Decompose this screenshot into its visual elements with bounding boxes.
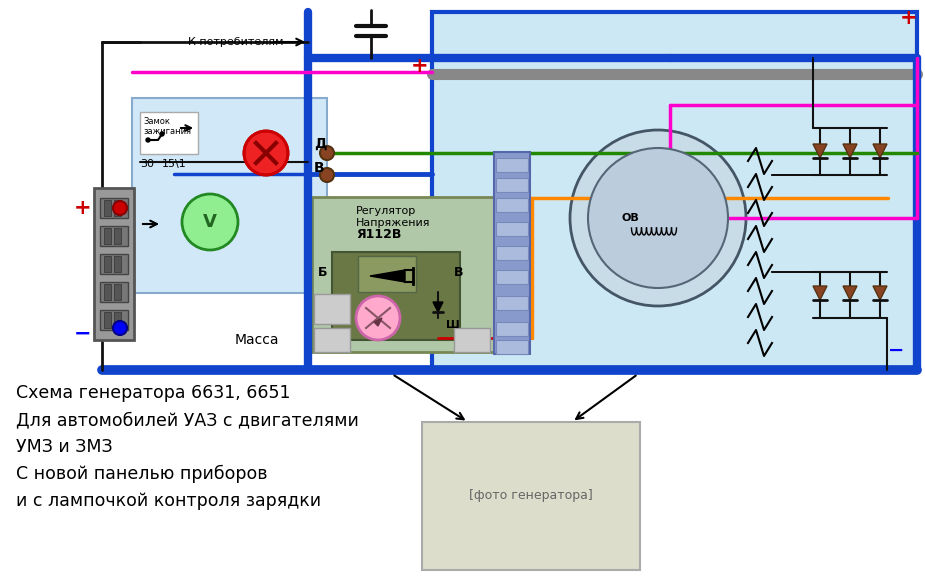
Circle shape [320, 168, 334, 182]
Text: Схема генератора 6631, 6651: Схема генератора 6631, 6651 [16, 384, 290, 402]
Circle shape [356, 296, 400, 340]
Bar [132, 98, 327, 293]
Text: С новой панелью приборов: С новой панелью приборов [16, 465, 267, 483]
Circle shape [588, 148, 728, 288]
Bar [104, 228, 111, 244]
Text: Б: Б [318, 266, 327, 279]
Bar [314, 294, 350, 324]
Bar [422, 422, 640, 570]
Circle shape [570, 130, 746, 306]
Bar [114, 256, 121, 272]
Bar [314, 328, 350, 352]
Bar [496, 340, 528, 354]
Text: +: + [412, 56, 429, 76]
Bar [496, 158, 528, 172]
Circle shape [244, 131, 288, 175]
Polygon shape [433, 302, 443, 312]
Bar [100, 310, 128, 330]
Bar [432, 12, 917, 370]
Text: +: + [900, 8, 918, 28]
Bar [140, 112, 198, 154]
Bar [114, 200, 121, 216]
Text: УМЗ и ЗМЗ: УМЗ и ЗМЗ [16, 438, 113, 456]
Text: Ш: Ш [446, 320, 460, 330]
Bar [496, 296, 528, 310]
Bar [100, 198, 128, 218]
Text: и с лампочкой контроля зарядки: и с лампочкой контроля зарядки [16, 492, 321, 510]
Text: [фото генератора]: [фото генератора] [469, 489, 593, 503]
Bar [114, 228, 121, 244]
Text: Я112В: Я112В [356, 228, 401, 241]
Text: К потребителям: К потребителям [188, 37, 283, 47]
Bar [104, 200, 111, 216]
Bar [332, 252, 460, 340]
Polygon shape [843, 144, 857, 158]
Polygon shape [370, 270, 405, 282]
Bar [496, 246, 528, 260]
Text: V: V [204, 213, 217, 231]
Text: +: + [74, 198, 92, 218]
Circle shape [320, 146, 334, 160]
Text: −: − [74, 324, 92, 344]
Text: Д: Д [314, 137, 327, 151]
Circle shape [113, 201, 127, 215]
Text: В: В [454, 266, 463, 279]
Polygon shape [813, 286, 827, 300]
Bar [454, 328, 490, 352]
Bar [104, 312, 111, 328]
Bar [496, 198, 528, 212]
Text: Для автомобилей УАЗ с двигателями: Для автомобилей УАЗ с двигателями [16, 411, 359, 429]
Bar [496, 178, 528, 192]
Bar [100, 282, 128, 302]
Text: −: − [888, 341, 905, 360]
Text: 30: 30 [140, 159, 154, 169]
Bar [496, 322, 528, 336]
Text: Регулятор: Регулятор [356, 206, 416, 216]
Bar [494, 152, 530, 354]
Bar [100, 254, 128, 274]
Text: Напряжения: Напряжения [356, 218, 430, 228]
Bar [104, 284, 111, 300]
Text: 15\1: 15\1 [162, 159, 187, 169]
Text: Замок: Замок [143, 117, 170, 126]
Text: Масса: Масса [235, 333, 279, 347]
Circle shape [160, 132, 164, 136]
Polygon shape [813, 144, 827, 158]
Bar [114, 284, 121, 300]
Polygon shape [374, 318, 382, 326]
Circle shape [146, 138, 150, 142]
Polygon shape [843, 286, 857, 300]
Polygon shape [873, 144, 887, 158]
Bar [114, 312, 121, 328]
Text: зажигания: зажигания [143, 127, 191, 136]
Bar [312, 197, 510, 352]
Bar [94, 188, 134, 340]
Bar [496, 222, 528, 236]
Bar [104, 256, 111, 272]
Polygon shape [873, 286, 887, 300]
Circle shape [182, 194, 238, 250]
Bar [358, 256, 416, 292]
Text: В: В [314, 161, 325, 175]
Bar [496, 270, 528, 284]
Circle shape [113, 321, 127, 335]
Text: ОВ: ОВ [622, 213, 640, 223]
Bar [100, 226, 128, 246]
